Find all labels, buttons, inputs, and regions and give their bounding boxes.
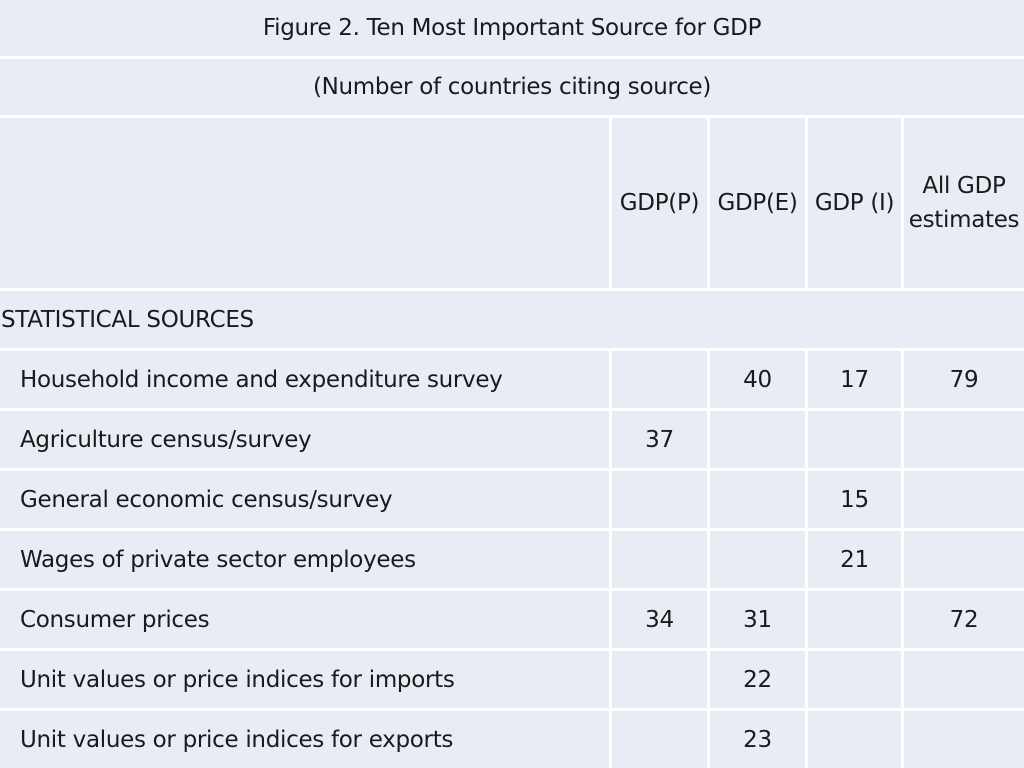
table-title-row: Figure 2. Ten Most Important Source for … — [0, 0, 1024, 56]
table-row: Household income and expenditure survey … — [0, 351, 1024, 408]
row-all-gdp — [904, 471, 1024, 528]
table-row: Agriculture census/survey 37 — [0, 411, 1024, 468]
row-gdp-e: 23 — [710, 711, 805, 768]
row-gdp-p: 37 — [612, 411, 707, 468]
row-gdp-p — [612, 351, 707, 408]
row-label: Household income and expenditure survey — [0, 351, 609, 408]
header-label-cell — [0, 118, 609, 288]
row-gdp-i — [808, 711, 901, 768]
row-gdp-e — [710, 531, 805, 588]
table-row: Wages of private sector employees 21 — [0, 531, 1024, 588]
row-gdp-i — [808, 651, 901, 708]
row-gdp-e — [710, 411, 805, 468]
header-all-gdp-line1: All GDP — [922, 173, 1006, 199]
row-gdp-i — [808, 411, 901, 468]
table-subtitle-row: (Number of countries citing source) — [0, 59, 1024, 115]
row-label: Wages of private sector employees — [0, 531, 609, 588]
row-all-gdp — [904, 651, 1024, 708]
row-label: Unit values or price indices for imports — [0, 651, 609, 708]
row-gdp-p — [612, 531, 707, 588]
row-label: Agriculture census/survey — [0, 411, 609, 468]
row-label: General economic census/survey — [0, 471, 609, 528]
header-gdp-p: GDP(P) — [612, 118, 707, 288]
table-row: Consumer prices 34 31 72 — [0, 591, 1024, 648]
row-gdp-p: 34 — [612, 591, 707, 648]
row-gdp-e: 40 — [710, 351, 805, 408]
row-all-gdp: 72 — [904, 591, 1024, 648]
row-label: Consumer prices — [0, 591, 609, 648]
row-all-gdp — [904, 711, 1024, 768]
header-all-gdp: All GDP estimates — [904, 118, 1024, 288]
row-gdp-e: 31 — [710, 591, 805, 648]
row-gdp-i — [808, 591, 901, 648]
table-subtitle: (Number of countries citing source) — [0, 59, 1024, 115]
section-heading: STATISTICAL SOURCES — [0, 291, 1024, 348]
table-title: Figure 2. Ten Most Important Source for … — [0, 0, 1024, 56]
row-gdp-i: 21 — [808, 531, 901, 588]
section-heading-row: STATISTICAL SOURCES — [0, 291, 1024, 348]
header-gdp-e: GDP(E) — [710, 118, 805, 288]
row-label: Unit values or price indices for exports — [0, 711, 609, 768]
table-row: Unit values or price indices for exports… — [0, 711, 1024, 768]
header-all-gdp-line2: estimates — [908, 207, 1020, 233]
row-gdp-p — [612, 711, 707, 768]
row-gdp-i: 17 — [808, 351, 901, 408]
row-gdp-i: 15 — [808, 471, 901, 528]
column-header-row: GDP(P) GDP(E) GDP (I) All GDP estimates — [0, 118, 1024, 288]
table-row: Unit values or price indices for imports… — [0, 651, 1024, 708]
header-gdp-i: GDP (I) — [808, 118, 901, 288]
row-gdp-e — [710, 471, 805, 528]
row-gdp-p — [612, 471, 707, 528]
row-gdp-e: 22 — [710, 651, 805, 708]
table-row: General economic census/survey 15 — [0, 471, 1024, 528]
row-all-gdp — [904, 531, 1024, 588]
row-all-gdp — [904, 411, 1024, 468]
row-all-gdp: 79 — [904, 351, 1024, 408]
row-gdp-p — [612, 651, 707, 708]
